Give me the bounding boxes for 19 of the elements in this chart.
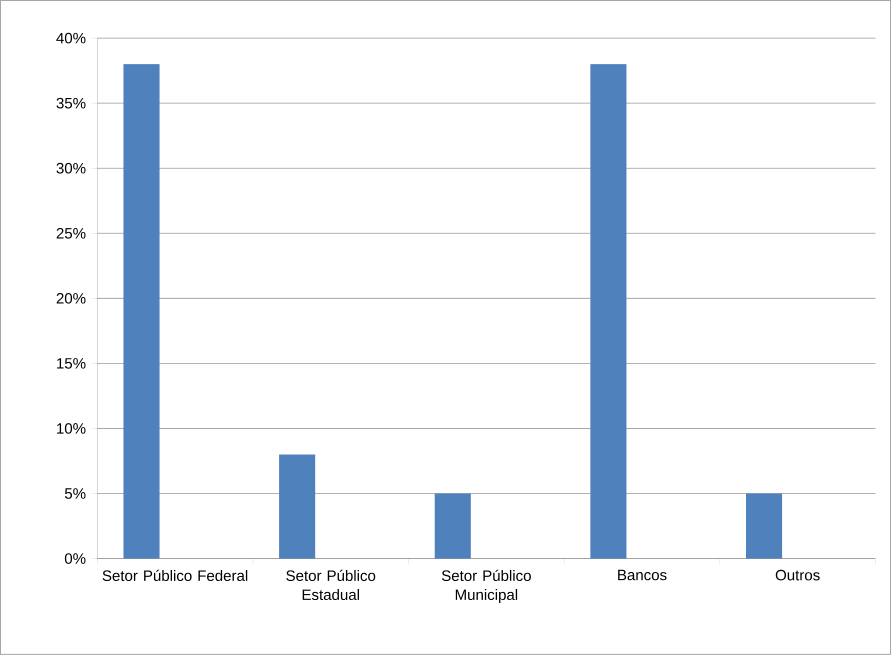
y-tick-label: 15%: [57, 358, 86, 369]
y-tick-label: 25%: [56, 228, 86, 239]
y-tick-label: 10%: [57, 423, 86, 434]
y-tick-label: 20%: [56, 293, 86, 304]
x-tick-label: Outros: [776, 570, 820, 581]
x-tick-label: Setor Público Estadual: [286, 570, 376, 600]
bar: [590, 64, 626, 559]
y-tick-label: 35%: [56, 98, 86, 109]
x-tick-label: Setor Público Federal: [102, 570, 248, 582]
y-tick-label: 5%: [64, 488, 86, 499]
y-tick-label: 40%: [56, 32, 86, 44]
y-tick-label: 30%: [56, 162, 86, 174]
x-tick-label: Bancos: [618, 570, 667, 580]
bar: [746, 494, 782, 559]
bar: [279, 454, 316, 559]
y-tick-label: 0%: [64, 553, 86, 564]
x-tick-label: Setor Público Municipal: [442, 570, 531, 604]
bar: [123, 64, 160, 559]
bar: [434, 494, 471, 559]
